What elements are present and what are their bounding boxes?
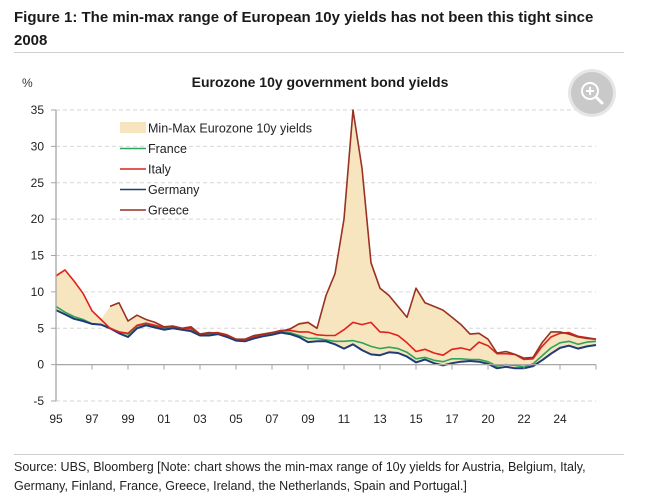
y-tick-label: 30 bbox=[31, 139, 45, 153]
y-tick-label: 25 bbox=[31, 176, 45, 190]
x-tick-label: 11 bbox=[338, 412, 351, 426]
x-tick-label: 20 bbox=[481, 412, 495, 426]
x-tick-label: 01 bbox=[157, 412, 171, 426]
y-tick-label: 15 bbox=[31, 249, 45, 263]
y-tick-label: -5 bbox=[33, 394, 44, 408]
legend-label: Min-Max Eurozone 10y yields bbox=[148, 122, 312, 136]
y-tick-label: 0 bbox=[37, 358, 44, 372]
source-note: Source: UBS, Bloomberg [Note: chart show… bbox=[14, 460, 586, 493]
x-tick-label: 24 bbox=[553, 412, 567, 426]
legend: Min-Max Eurozone 10y yields France Italy Ge… bbox=[120, 122, 312, 218]
x-tick-label: 05 bbox=[229, 412, 243, 426]
chart-title: Eurozone 10y government bond yields bbox=[192, 74, 449, 90]
x-tick-label: 09 bbox=[301, 412, 315, 426]
x-tick-label: 99 bbox=[121, 412, 135, 426]
y-axis-label: % bbox=[22, 76, 33, 90]
x-tick-label: 15 bbox=[409, 412, 423, 426]
x-tick-label: 13 bbox=[373, 412, 387, 426]
legend-label: Greece bbox=[148, 204, 189, 218]
x-tick-label: 97 bbox=[85, 412, 99, 426]
source-divider bbox=[14, 454, 624, 455]
zoom-in-icon bbox=[581, 82, 604, 105]
title-divider bbox=[14, 52, 624, 53]
series-line-italy bbox=[55, 269, 597, 361]
legend-swatch-range bbox=[120, 122, 146, 133]
x-tick-label: 07 bbox=[265, 412, 279, 426]
chart: Eurozone 10y government bond yields % -5… bbox=[22, 74, 597, 426]
range-area bbox=[56, 110, 596, 369]
series-line-germany bbox=[55, 309, 597, 370]
x-tick-label: 03 bbox=[193, 412, 207, 426]
y-tick-label: 10 bbox=[31, 285, 45, 299]
x-tick-label: 22 bbox=[517, 412, 531, 426]
legend-label: France bbox=[148, 142, 187, 156]
x-tick-label: 17 bbox=[445, 412, 459, 426]
zoom-button[interactable] bbox=[571, 72, 613, 114]
y-tick-label: 20 bbox=[31, 212, 45, 226]
range-fill bbox=[56, 110, 596, 369]
legend-label: Germany bbox=[148, 183, 200, 197]
y-tick-label: 5 bbox=[37, 321, 44, 335]
y-tick-label: 35 bbox=[31, 103, 45, 117]
x-tick-label: 95 bbox=[49, 412, 63, 426]
figure-title: Figure 1: The min-max range of European … bbox=[14, 9, 594, 49]
legend-label: Italy bbox=[148, 163, 172, 177]
series-line-greece bbox=[109, 109, 597, 359]
